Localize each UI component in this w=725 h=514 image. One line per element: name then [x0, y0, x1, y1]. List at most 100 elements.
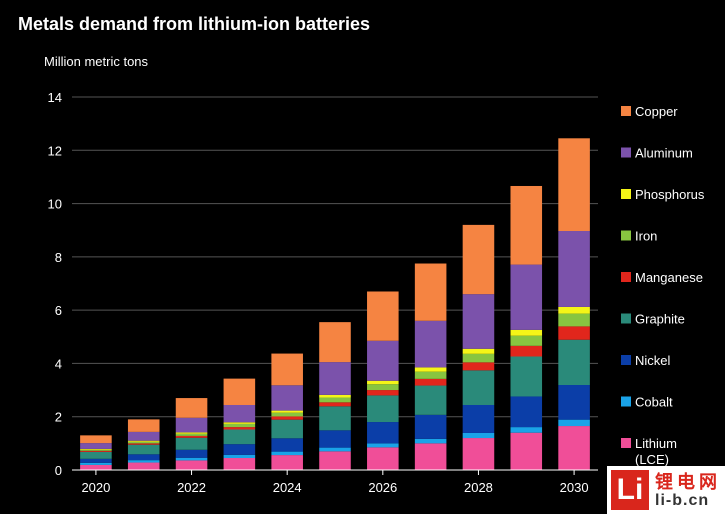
y-tick-label: 8	[55, 250, 62, 265]
bar-segment-lithium-lce	[462, 438, 495, 470]
bar-segment-iron	[558, 313, 590, 327]
bar-segment-lithium-lce	[414, 443, 447, 470]
x-tick-label: 2020	[81, 480, 110, 495]
legend: Copper Aluminum Phosphorus Iron Manganese Gra…	[621, 104, 705, 467]
bar-segment-lithium-lce	[127, 462, 160, 470]
legend-label: Lithium (LCE)	[635, 436, 677, 467]
bar-segment-phosphorus	[271, 410, 303, 413]
bar-segment-copper	[223, 378, 256, 405]
bar-stack-2027	[414, 263, 447, 470]
legend-label: Iron	[635, 229, 657, 244]
bar-segment-manganese	[462, 362, 495, 371]
y-tick-label: 2	[55, 410, 62, 425]
bar-segment-nickel	[271, 438, 303, 452]
legend-label: Manganese	[635, 270, 703, 285]
bars	[80, 138, 590, 470]
bar-segment-nickel	[223, 444, 256, 455]
bar-segment-manganese	[319, 402, 351, 407]
bar-segment-nickel	[367, 422, 399, 444]
bar-segment-iron	[319, 397, 351, 403]
bar-stack-2028	[462, 224, 495, 470]
legend-label: Phosphorus	[635, 187, 705, 202]
bar-segment-aluminum	[558, 231, 590, 307]
y-tick-labels: 0 2 4 6 8 10 12 14	[48, 90, 62, 478]
bar-segment-manganese	[127, 443, 160, 445]
bar-segment-nickel	[558, 385, 590, 420]
bar-segment-cobalt	[367, 443, 399, 448]
bar-segment-graphite	[462, 370, 495, 405]
bar-segment-phosphorus	[319, 394, 351, 398]
legend-swatch	[621, 313, 631, 324]
bar-segment-nickel	[414, 414, 447, 439]
bar-segment-cobalt	[319, 447, 351, 452]
bar-segment-iron	[175, 433, 208, 436]
bar-segment-nickel	[462, 404, 495, 433]
legend-swatch	[621, 355, 631, 365]
legend-swatch	[621, 396, 631, 407]
watermark-logo: Li	[611, 470, 649, 510]
y-tick-label: 4	[55, 356, 62, 371]
bar-segment-manganese	[271, 416, 303, 420]
bar-segment-aluminum	[271, 385, 303, 411]
x-tick-label: 2024	[273, 480, 302, 495]
bar-stack-2024	[271, 353, 303, 470]
bar-segment-lithium-lce	[558, 426, 590, 470]
bar-segment-copper	[271, 353, 303, 386]
bar-segment-graphite	[414, 385, 447, 415]
bar-segment-manganese	[223, 427, 256, 430]
y-tick-label: 10	[48, 197, 62, 212]
bar-segment-manganese	[80, 450, 112, 452]
bar-stack-2025	[319, 322, 351, 470]
legend-label: Graphite	[635, 312, 685, 327]
bar-segment-phosphorus	[223, 422, 256, 424]
bar-segment-aluminum	[319, 362, 351, 395]
bar-segment-cobalt	[80, 462, 112, 465]
bar-segment-iron	[127, 441, 160, 444]
legend-label: Cobalt	[635, 395, 673, 410]
bar-segment-graphite	[319, 406, 351, 431]
bar-stack-2030	[558, 138, 590, 470]
bar-segment-phosphorus	[414, 367, 447, 372]
legend-swatch	[621, 147, 631, 158]
watermark-domain: li-b.cn	[655, 492, 710, 509]
bar-segment-copper	[80, 435, 112, 444]
bar-segment-phosphorus	[510, 329, 543, 336]
bar-segment-aluminum	[367, 340, 399, 381]
bar-stack-2021	[127, 419, 160, 470]
bar-segment-graphite	[367, 395, 399, 423]
gridlines	[72, 96, 598, 418]
bar-segment-graphite	[80, 451, 112, 459]
bar-segment-graphite	[558, 339, 590, 386]
watermark-cn-text: 锂电网	[655, 472, 721, 492]
bar-segment-lithium-lce	[510, 432, 543, 470]
bar-segment-phosphorus	[127, 440, 160, 442]
bar-segment-cobalt	[127, 460, 160, 463]
legend-swatch	[621, 438, 631, 448]
bar-segment-manganese	[558, 326, 590, 340]
bar-segment-aluminum	[414, 320, 447, 368]
bar-segment-phosphorus	[462, 348, 495, 354]
legend-label: Aluminum	[635, 146, 693, 161]
bar-segment-cobalt	[223, 454, 256, 459]
x-tick-label: 2028	[464, 480, 493, 495]
bar-segment-copper	[175, 398, 208, 418]
bar-segment-iron	[80, 449, 112, 451]
bar-segment-aluminum	[127, 431, 160, 441]
bar-segment-nickel	[510, 396, 543, 428]
legend-swatch	[621, 106, 631, 116]
bar-segment-phosphorus	[175, 432, 208, 434]
bar-segment-iron	[462, 353, 495, 363]
bar-stack-2029	[510, 185, 543, 470]
bar-stack-2022	[175, 398, 208, 470]
bar-segment-copper	[462, 224, 495, 295]
x-tick-label: 2030	[560, 480, 589, 495]
x-tick-label: 2022	[177, 480, 206, 495]
bar-segment-cobalt	[271, 451, 303, 456]
bar-segment-iron	[271, 412, 303, 417]
bar-stack-2026	[367, 291, 399, 470]
bar-segment-phosphorus	[367, 380, 399, 385]
bar-segment-cobalt	[462, 432, 495, 439]
bar-segment-iron	[223, 423, 256, 428]
bar-segment-copper	[367, 291, 399, 341]
bar-segment-cobalt	[414, 438, 447, 444]
